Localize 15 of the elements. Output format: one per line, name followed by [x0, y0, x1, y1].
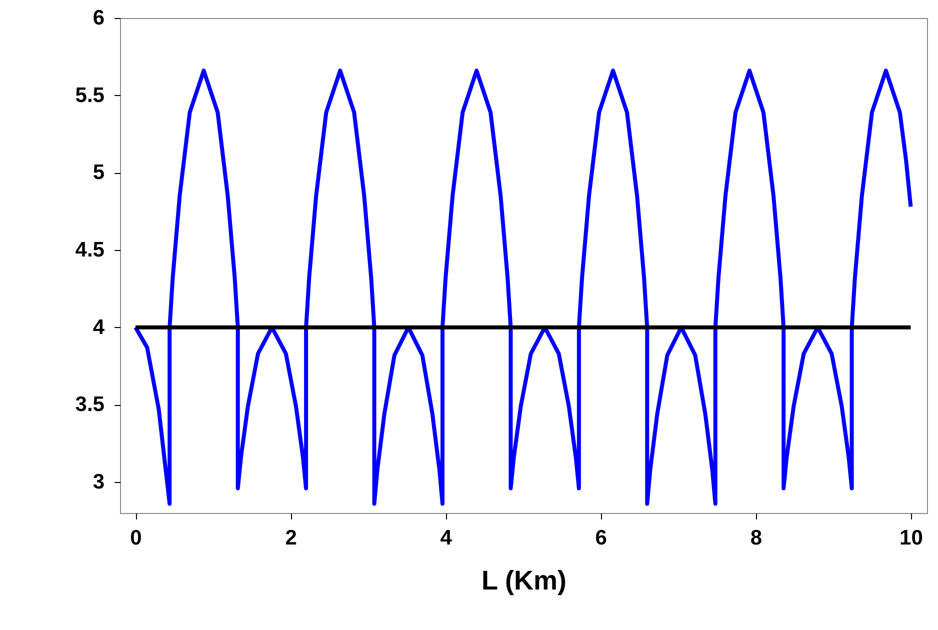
x-tick-label: 4 — [440, 526, 452, 550]
x-tick-label: 8 — [750, 526, 762, 550]
line-series — [134, 68, 913, 506]
y-tick-label: 4.5 — [75, 238, 105, 262]
y-tick-label: 3.5 — [75, 393, 105, 416]
x-axis-title: L (Km) — [482, 566, 566, 596]
x-tick-label: 2 — [285, 526, 297, 550]
x-tick-label: 0 — [130, 526, 142, 550]
y-tick-label: 6 — [92, 6, 104, 30]
y-tick-label: 3 — [92, 470, 104, 494]
x-tick-label: 10 — [900, 526, 923, 550]
y-tick-label: 5.5 — [75, 84, 105, 107]
y-tick-label: 4 — [92, 316, 105, 339]
x-tick-label: 6 — [595, 526, 607, 550]
y-tick-label: 5 — [92, 161, 105, 184]
